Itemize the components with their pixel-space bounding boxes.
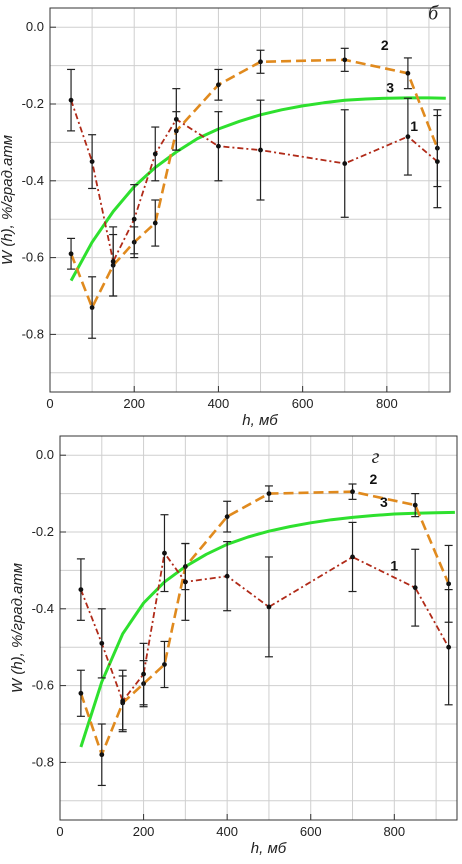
panel-label: б — [428, 3, 439, 25]
series-2-point — [342, 57, 348, 63]
series-2-point — [78, 690, 84, 696]
series-1-point — [434, 159, 440, 165]
y-tick-label: -0.4 — [32, 601, 54, 616]
x-tick-label: 800 — [376, 396, 398, 411]
series-1-point — [342, 161, 348, 166]
y-axis-title: W (h), %/град.атм — [9, 563, 26, 693]
series-1-label: 1 — [410, 118, 418, 134]
series-3-label: 3 — [380, 494, 388, 510]
series-2-label: 2 — [370, 471, 378, 487]
y-tick-label: -0.2 — [32, 524, 54, 539]
chart-panel-bottom: 0 200 400 600 800 0.0 -0.2 -0.4 -0.6 -0.8 h, мб W (… — [9, 435, 458, 857]
x-tick-label: 200 — [123, 396, 145, 411]
series-1-point — [224, 573, 230, 579]
x-axis-title: h, мб — [251, 840, 287, 857]
series-1-point — [216, 143, 221, 149]
series-1-point — [99, 640, 105, 646]
y-tick-label: -0.6 — [22, 250, 44, 265]
series-2-point — [412, 502, 418, 508]
series-3-label: 3 — [386, 79, 394, 95]
x-tick-label: 800 — [383, 824, 405, 839]
series-1-point — [405, 134, 411, 140]
plot-frame — [49, 7, 451, 393]
series-1-point — [266, 604, 272, 610]
y-axis-title: W (h), %/град.атм — [0, 135, 16, 265]
panel-label: г — [372, 446, 380, 468]
series-1-point — [173, 116, 179, 122]
series-1-label: 1 — [390, 557, 398, 573]
y-tick-label: -0.8 — [22, 326, 44, 341]
series-2-point — [216, 82, 221, 88]
series-2-point — [266, 491, 272, 496]
series-1-point — [131, 216, 137, 222]
series-1-point — [89, 159, 95, 165]
y-tick-label: -0.8 — [32, 754, 54, 769]
series-2-point — [89, 305, 95, 310]
series-1-point — [68, 97, 74, 103]
x-tick-label: 0 — [56, 824, 63, 839]
series-1-point — [412, 585, 418, 591]
series-1-point — [446, 644, 452, 650]
series-1-point — [350, 554, 355, 560]
x-axis-title: h, мб — [242, 412, 278, 429]
series-1-point — [162, 550, 167, 556]
series-2-point — [258, 59, 263, 65]
series-3-line — [69, 96, 446, 282]
series-2-label: 2 — [381, 37, 389, 53]
series-3-line — [79, 510, 455, 748]
series-2-point — [68, 251, 74, 257]
series-2-point — [99, 752, 105, 758]
series-1-point — [110, 259, 116, 264]
series-2-point — [446, 581, 452, 587]
series-2-point — [224, 514, 230, 520]
series-1-point — [120, 698, 126, 704]
x-tick-label: 600 — [292, 396, 314, 411]
series-2-point — [350, 489, 355, 495]
x-tick-label: 0 — [46, 396, 53, 411]
series-1-point — [141, 671, 146, 677]
series-2-point — [152, 220, 158, 226]
series-2-point — [405, 70, 411, 76]
series-1-point — [78, 587, 84, 592]
series-2-point — [162, 662, 167, 667]
y-tick-label: -0.4 — [22, 173, 44, 188]
chart-panel-top: 0 200 400 600 800 0.0 -0.2 -0.4 -0.6 -0.8 h, мб W (… — [0, 3, 451, 429]
y-tick-label: 0.0 — [36, 447, 54, 462]
y-tick-label: 0.0 — [26, 19, 44, 34]
y-tick-label: -0.6 — [32, 678, 54, 693]
x-tick-label: 400 — [216, 824, 238, 839]
series-1-point — [182, 579, 188, 585]
x-tick-label: 600 — [300, 824, 322, 839]
series-1-point — [152, 151, 158, 157]
series-1-line — [80, 552, 450, 702]
y-tick-label: -0.2 — [22, 96, 44, 111]
x-tick-label: 400 — [208, 396, 230, 411]
x-tick-label: 200 — [133, 824, 155, 839]
series-1-point — [258, 147, 263, 153]
plot-frame — [59, 435, 458, 821]
